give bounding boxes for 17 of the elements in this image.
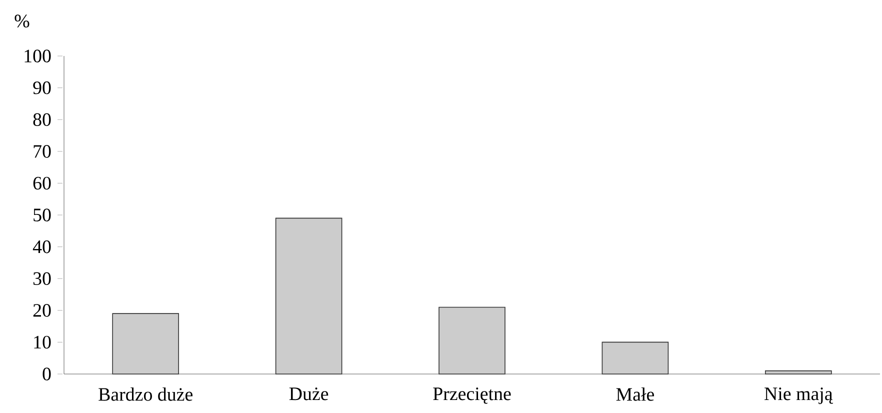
y-axis-title: % bbox=[14, 14, 30, 28]
x-tick-label: Małe bbox=[616, 388, 654, 401]
y-tick-label: 0 bbox=[42, 368, 51, 380]
x-tick-label: Przeciętne bbox=[433, 388, 511, 404]
y-tick-label: 30 bbox=[33, 272, 51, 285]
x-tick-label: Duże bbox=[289, 388, 328, 400]
x-tick-label: Nie mają bbox=[764, 388, 834, 404]
y-tick-label: 90 bbox=[33, 81, 51, 94]
y-tick-label: 100 bbox=[24, 50, 51, 62]
y-tick-label: 80 bbox=[33, 113, 51, 126]
y-tick-label: 40 bbox=[32, 240, 51, 254]
y-tick-label: 20 bbox=[33, 304, 51, 317]
y-tick-label: 10 bbox=[34, 336, 51, 349]
y-tick-label: 50 bbox=[34, 208, 51, 222]
x-tick-label: Bardzo duże bbox=[98, 388, 192, 401]
y-tick-label: 70 bbox=[34, 145, 51, 158]
y-tick-label: 60 bbox=[33, 176, 51, 190]
